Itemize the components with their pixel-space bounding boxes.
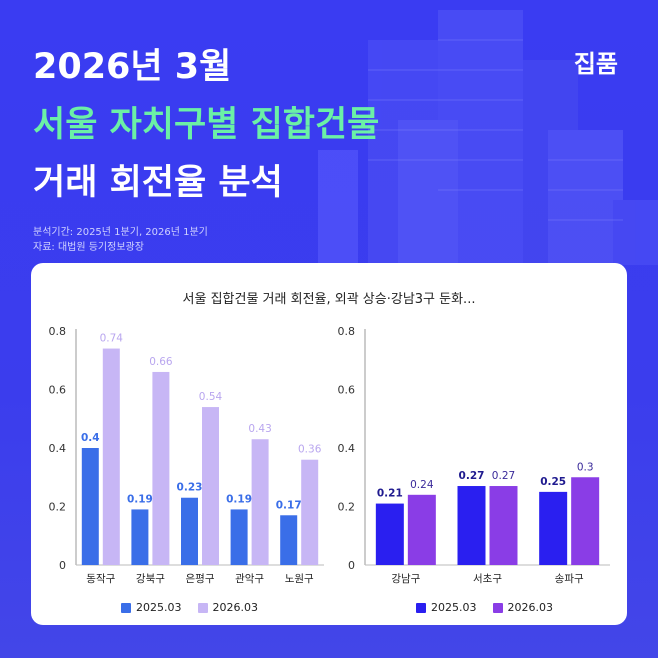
legend-left: 2025.03 2026.03 [121, 601, 268, 614]
y-tick-label: 0.8 [49, 325, 67, 338]
bar [489, 486, 518, 565]
data-label: 0.54 [199, 391, 223, 403]
data-label: 0.25 [540, 476, 566, 488]
x-tick-label: 동작구 [86, 573, 115, 585]
legend-label: 2026.03 [212, 601, 259, 614]
data-label: 0.17 [276, 499, 302, 511]
headline-date: 2026년 3월 [33, 47, 232, 87]
x-tick-label: 서초구 [473, 573, 502, 585]
x-tick-label: 강남구 [391, 573, 420, 585]
data-label: 0.36 [298, 444, 322, 456]
bar [230, 509, 248, 565]
bar [202, 407, 219, 565]
legend-item-2026: 2026.03 [492, 601, 554, 614]
data-source: 자료: 대법원 등기정보광장 [33, 242, 144, 253]
bar [301, 459, 319, 565]
chart-canvas: 0 0.2 0.4 0.6 0.8 0.4 0.74 동작구 0.19 0.66 강북구 0.23 0.… [49, 325, 610, 585]
data-label: 0.24 [410, 479, 434, 491]
legend-label: 2025.03 [136, 601, 182, 614]
bar [81, 448, 99, 565]
y-tick-label: 0.6 [49, 384, 67, 397]
data-label: 0.19 [226, 493, 252, 505]
x-tick-label: 노원구 [285, 573, 314, 585]
data-label: 0.3 [577, 461, 594, 473]
data-label: 0.66 [149, 356, 173, 368]
bar [407, 494, 436, 565]
headline-topic: 거래 회전율 분석 [33, 163, 283, 203]
building-skyline-image [318, 10, 658, 265]
bar [280, 515, 298, 565]
legend-item-2026: 2026.03 [197, 601, 259, 614]
legend-item-2025: 2025.03 [121, 601, 182, 614]
y-tick-label: 0.6 [338, 384, 356, 397]
bar [457, 486, 486, 565]
data-label: 0.23 [177, 482, 203, 494]
headline-subject: 서울 자치구별 집합건물 [33, 105, 380, 145]
chart-card: 서울 집합건물 거래 회전율, 외곽 상승·강남3구 둔화... 0 0.2 0.4… [31, 263, 627, 625]
bar [152, 371, 170, 565]
legend-swatch [121, 602, 131, 613]
x-tick-label: 강북구 [136, 573, 165, 585]
data-label: 0.4 [81, 432, 100, 444]
legend-swatch [492, 602, 503, 613]
x-tick-label: 관악구 [235, 573, 264, 585]
data-label: 0.74 [100, 333, 124, 345]
legend-item-2025: 2025.03 [416, 601, 477, 614]
data-label: 0.27 [492, 470, 515, 482]
brand-logo: 집품 [573, 50, 618, 78]
y-tick-label: 0.2 [49, 501, 67, 514]
data-label: 0.43 [248, 423, 271, 435]
legend-label: 2026.03 [507, 601, 554, 614]
x-tick-label: 은평구 [186, 573, 215, 585]
data-label: 0.27 [459, 470, 485, 482]
y-tick-label: 0.2 [338, 501, 356, 514]
y-tick-label: 0.4 [338, 442, 356, 455]
x-tick-label: 송파구 [555, 573, 584, 585]
bar [181, 497, 198, 565]
legend-swatch [197, 602, 208, 613]
bar [102, 348, 120, 565]
data-label: 0.21 [377, 488, 403, 500]
analysis-period: 분석기간: 2025년 1분기, 2026년 1분기 [33, 227, 208, 238]
chart-title: 서울 집합건물 거래 회전율, 외곽 상승·강남3구 둔화... [182, 292, 476, 307]
legend-swatch [416, 602, 426, 613]
bar [539, 491, 568, 565]
legend-label: 2025.03 [431, 601, 477, 614]
y-tick-label: 0.8 [338, 325, 356, 338]
legend-right: 2025.03 2026.03 [416, 601, 563, 614]
y-tick-label: 0.4 [49, 442, 67, 455]
bar [131, 509, 149, 565]
bar [375, 503, 404, 565]
y-tick-label: 0 [59, 559, 66, 572]
bar [571, 477, 600, 565]
y-tick-label: 0 [348, 559, 355, 572]
data-label: 0.19 [127, 493, 153, 505]
bar [251, 439, 269, 565]
